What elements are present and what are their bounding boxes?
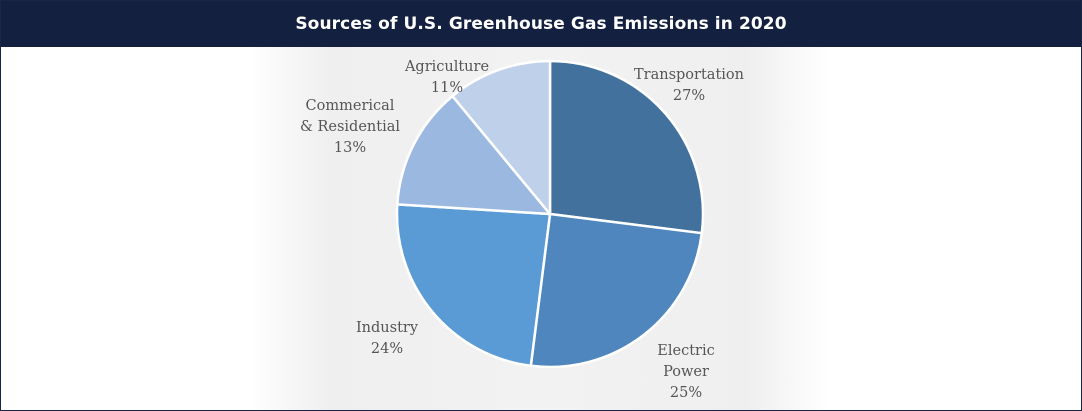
slice-label-transportation: Transportation 27% (634, 67, 744, 104)
slice-label-line: 13% (334, 140, 366, 156)
pie-slice-industry (395, 203, 552, 368)
slice-label-line: 11% (431, 80, 463, 96)
slice-label-line: Power (663, 364, 709, 380)
slice-label-line: 24% (371, 341, 403, 357)
slice-label-industry: Industry 24% (356, 320, 419, 357)
slice-label-line: 25% (670, 385, 702, 401)
pie-slice-transportation (548, 59, 705, 235)
pie-slice-electric (529, 212, 704, 369)
slice-label-commerical: Commerical & Residential 13% (300, 98, 400, 156)
slice-label-electric: Electric Power 25% (657, 343, 714, 401)
slice-label-line: Commerical (306, 98, 395, 114)
slice-label-line: & Residential (300, 119, 400, 135)
pie-slice-agriculture (451, 59, 552, 216)
slice-label-agriculture: Agriculture 11% (404, 59, 489, 96)
slice-label-line: Transportation (634, 67, 744, 83)
pie-slice-commerical (396, 94, 552, 216)
slice-label-line: Electric (657, 343, 714, 359)
slice-label-line: Industry (356, 320, 419, 336)
chart-title: Sources of U.S. Greenhouse Gas Emissions… (1, 1, 1081, 47)
slice-label-line: Agriculture (404, 59, 489, 75)
slice-label-line: 27% (673, 88, 705, 104)
